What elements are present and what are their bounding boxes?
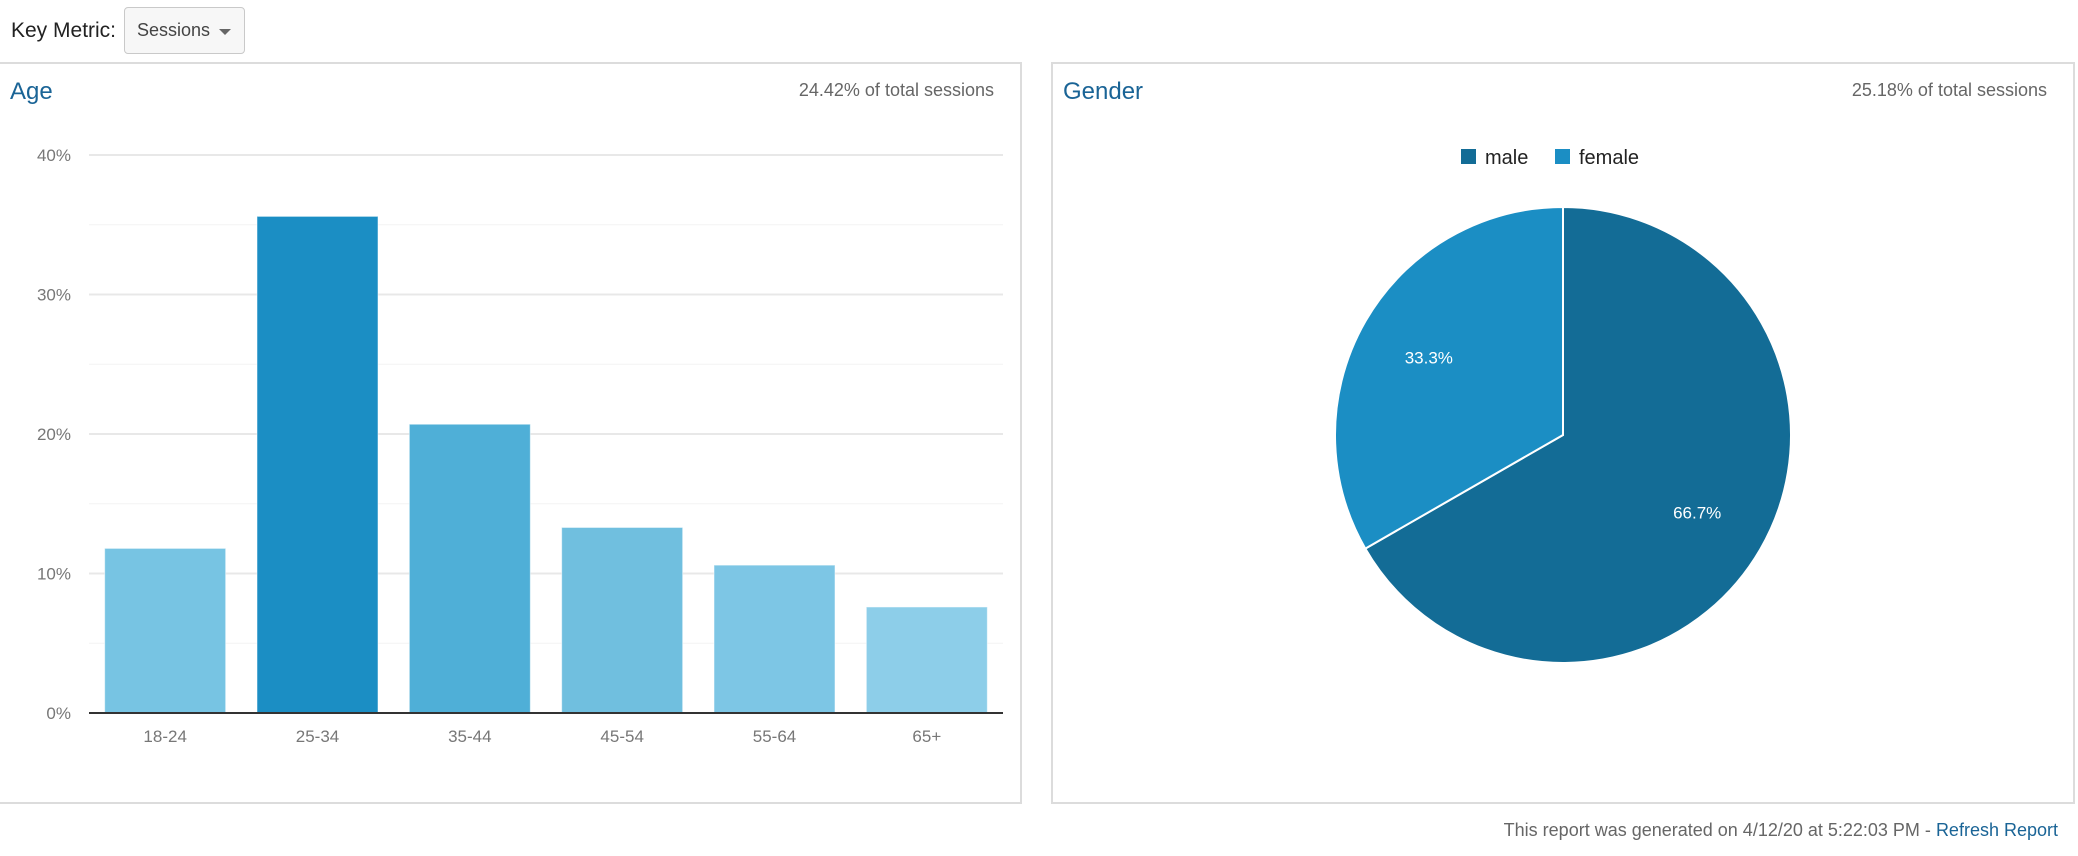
x-tick-label: 18-24 — [143, 727, 186, 746]
legend-item-male[interactable]: male — [1461, 147, 1528, 169]
x-tick-label: 45-54 — [600, 727, 643, 746]
bar-35-44[interactable] — [408, 423, 531, 714]
legend-swatch-icon — [1461, 149, 1476, 164]
y-tick-label: 0% — [46, 704, 71, 723]
y-tick-label: 20% — [37, 425, 71, 444]
age-title: Age — [10, 78, 53, 105]
gender-subtitle: 25.18% of total sessions — [1851, 80, 2047, 100]
key-metric-dropdown[interactable]: Sessions — [124, 7, 245, 54]
age-panel: Age 24.42% of total sessions 0% 10% 20% 30%… — [0, 62, 1022, 804]
pie-slice-label: 33.3% — [1405, 348, 1453, 367]
x-tick-label: 55-64 — [753, 727, 796, 746]
key-metric-bar: Key Metric: — [11, 0, 126, 62]
refresh-report-link[interactable]: Refresh Report — [1935, 820, 2058, 840]
gender-panel: Gender 25.18% of total sessions male fema… — [1051, 62, 2075, 804]
x-tick-label: 25-34 — [296, 727, 339, 746]
key-metric-label: Key Metric: — [11, 19, 117, 42]
x-tick-label: 35-44 — [448, 727, 491, 746]
bar-65+[interactable] — [865, 606, 988, 714]
age-subtitle: 24.42% of total sessions — [798, 80, 994, 100]
bar-45-54[interactable] — [561, 526, 684, 714]
legend-label: female — [1579, 147, 1639, 169]
y-tick-label: 10% — [37, 565, 71, 584]
pie-slice-male[interactable] — [1363, 205, 1792, 664]
report-generated-text: This report was generated on 4/12/20 at … — [1503, 820, 1936, 840]
legend-label: male — [1485, 147, 1528, 169]
bar-55-64[interactable] — [713, 564, 836, 714]
chevron-down-icon — [219, 29, 231, 35]
legend-swatch-icon — [1555, 149, 1570, 164]
y-tick-label: 40% — [37, 146, 71, 165]
bar-25-34[interactable] — [256, 215, 379, 714]
gender-title: Gender — [1063, 78, 1144, 105]
legend-item-female[interactable]: female — [1555, 147, 1639, 169]
age-bar-chart: 0% 10% 20% 30% 40% 18-24 25-34 35-44 45-54 55-64 6… — [37, 146, 1003, 746]
pie-slice-label: 66.7% — [1673, 504, 1721, 523]
gender-pie-chart: male female 66.7% 33.3% — [1334, 147, 1792, 664]
report-footer: This report was generated on 4/12/20 at … — [1504, 820, 2058, 841]
bar-18-24[interactable] — [104, 547, 227, 714]
pie-slice-female[interactable] — [1334, 205, 1564, 550]
y-tick-label: 30% — [37, 286, 71, 305]
x-tick-label: 65+ — [912, 727, 941, 746]
key-metric-selected: Sessions — [137, 20, 211, 40]
